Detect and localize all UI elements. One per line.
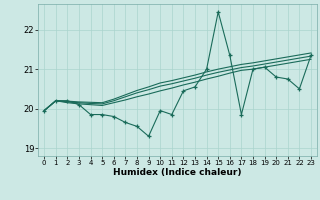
X-axis label: Humidex (Indice chaleur): Humidex (Indice chaleur) (113, 168, 242, 177)
